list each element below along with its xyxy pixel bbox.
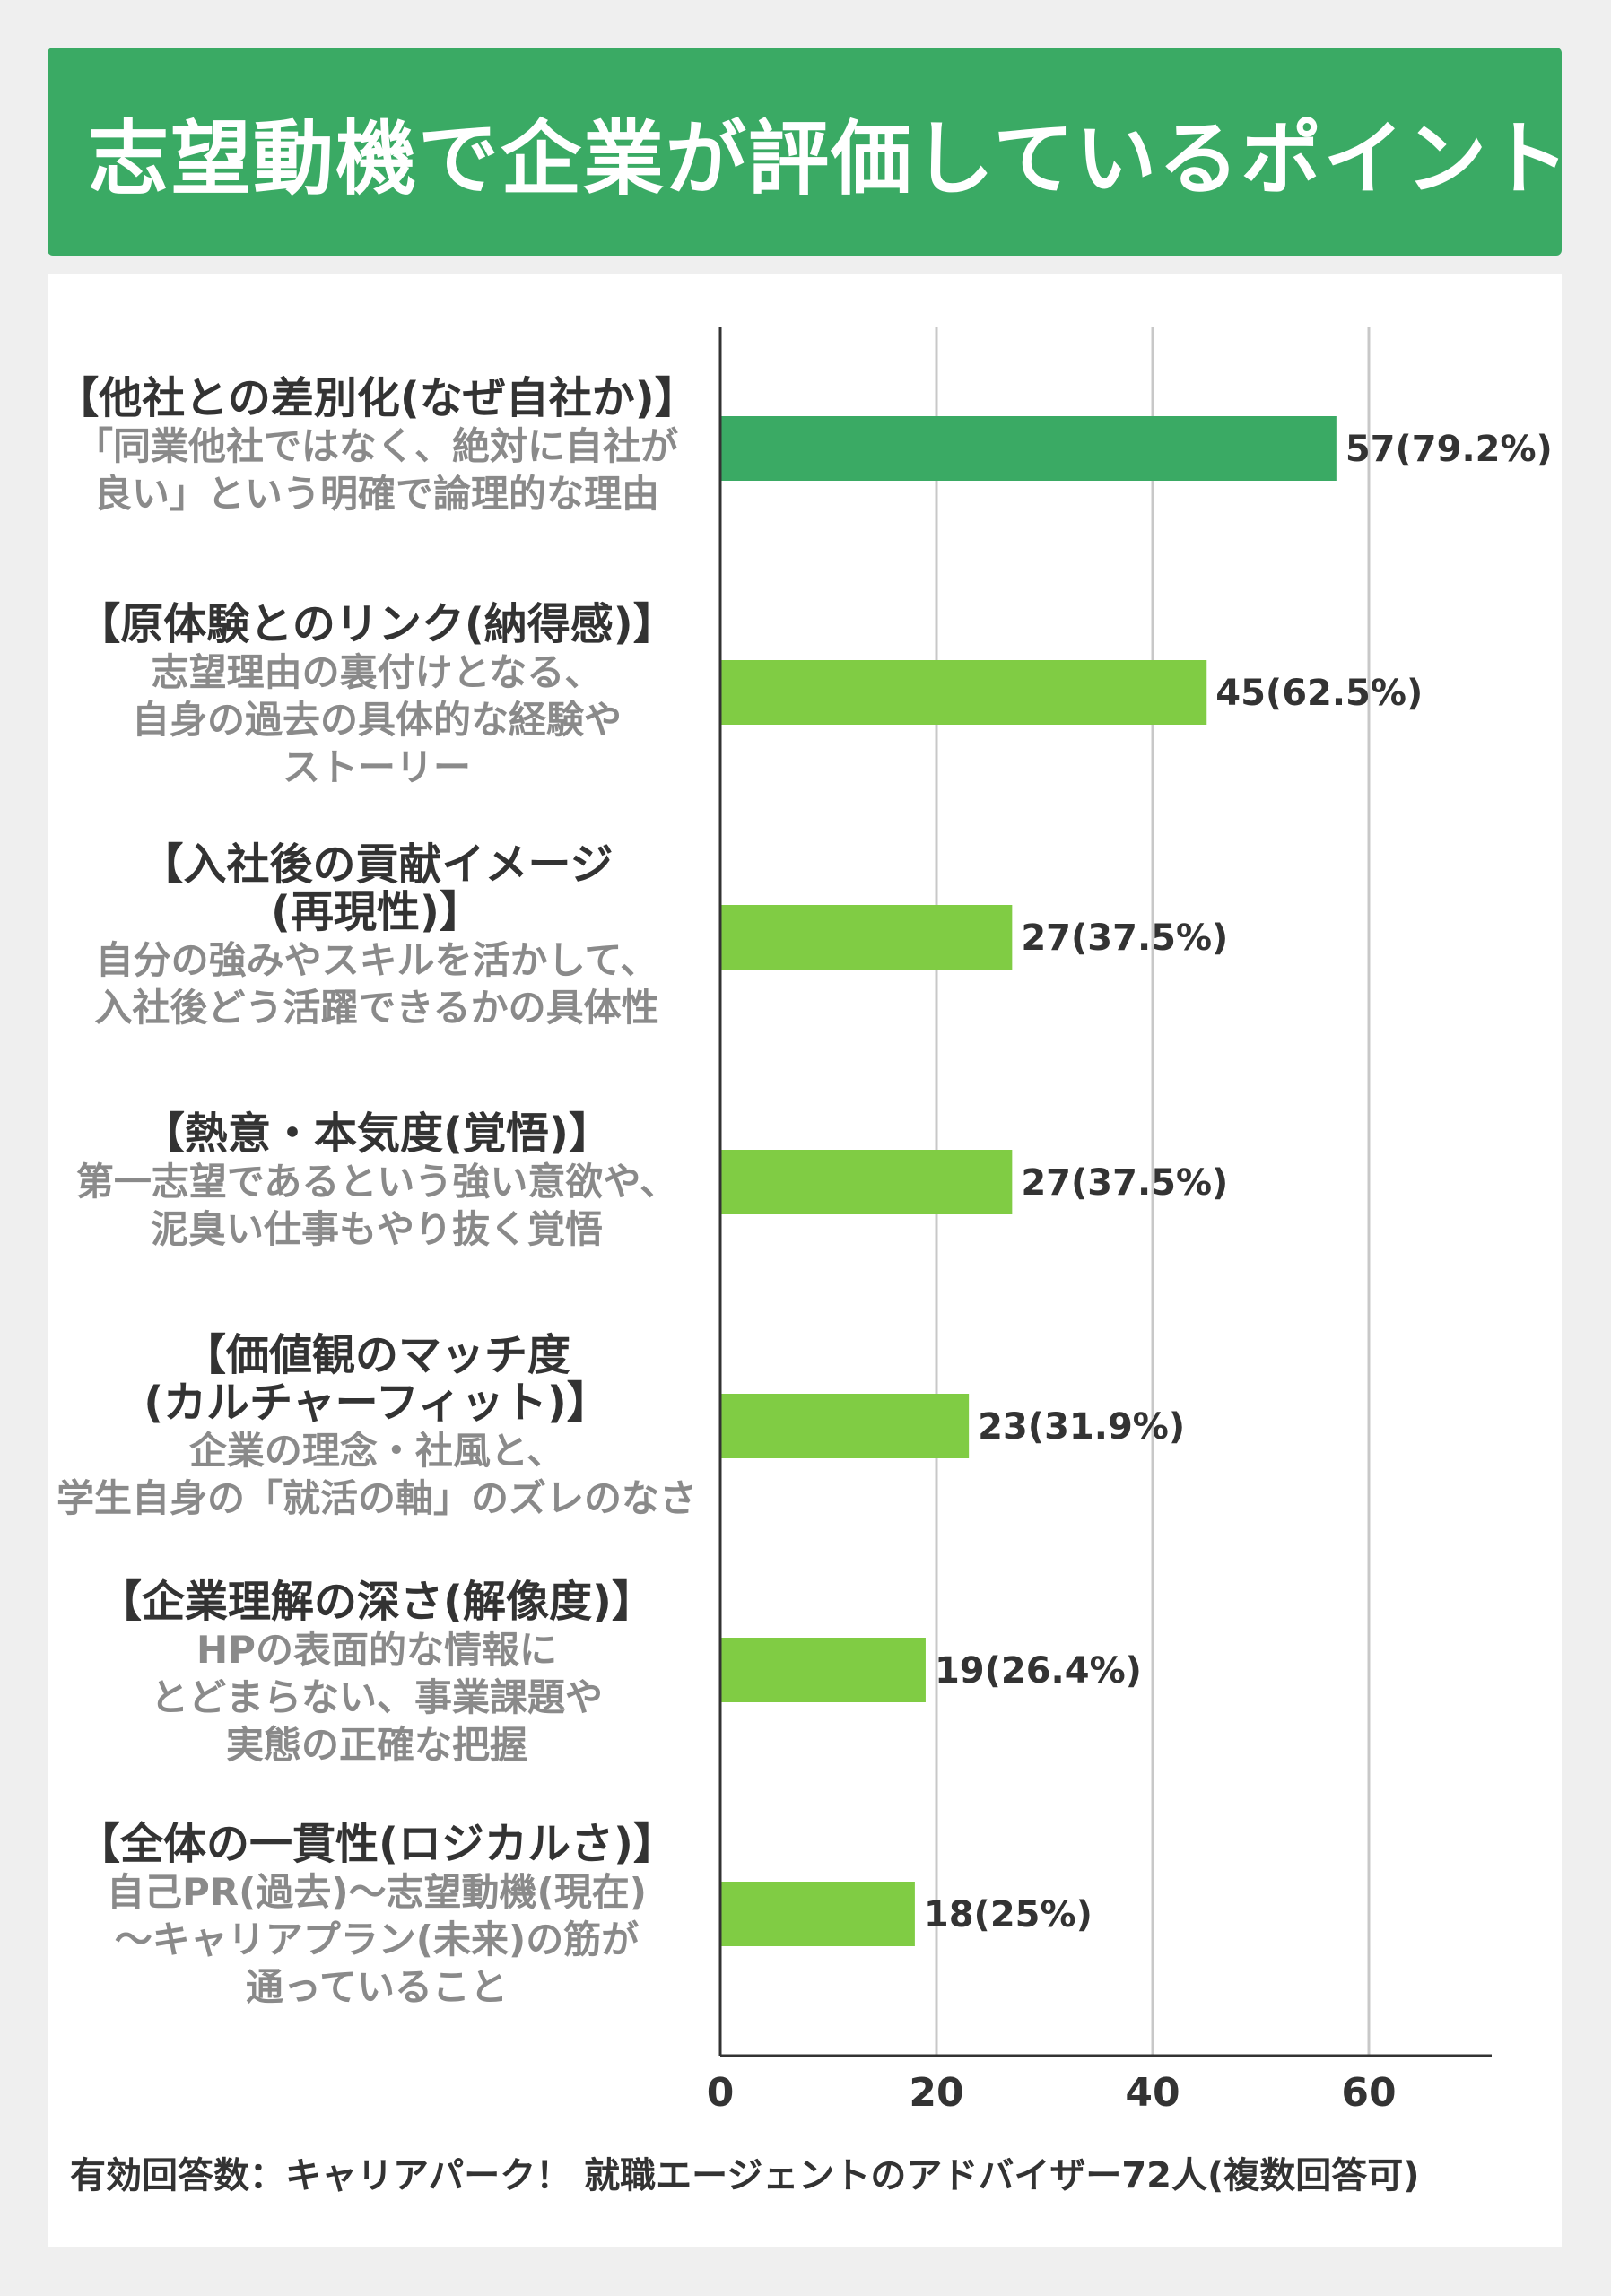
category-title: 【原体験とのリンク(納得感)】 [77,599,676,649]
bar-value-label: 45(62.5%) [1215,673,1423,714]
category-label: 【全体の一貫性(ロジカルさ)】 自己PR(過去)～志望動機(現在) ～キャリアプラ… [54,1821,700,2011]
x-tick-label: 0 [707,2070,735,2116]
bar [720,1882,915,1946]
category-title: 【企業理解の深さ(解像度)】 [99,1577,655,1627]
category-description: HPの表面的な情報に とどまらない、事業課題や 実態の正確な把握 [150,1628,603,1767]
category-title: 【価値観のマッチ度 [182,1330,570,1380]
category-description: 第一志望であるという強い意欲や、 泥臭い仕事もやり抜く覚悟 [75,1160,678,1251]
bar [720,416,1337,481]
bar-value-label: 57(79.2%) [1345,429,1553,470]
bar-value-label: 23(31.9%) [978,1406,1185,1448]
chart-title: 志望動機で企業が評価しているポイント [88,112,1572,206]
bar-value-label: 27(37.5%) [1021,1162,1228,1204]
category-description: 自己PR(過去)～志望動機(現在) ～キャリアプラン(未来)の筋が 通っているこ… [107,1870,647,2009]
category-title: (再現性)】 [271,887,483,937]
category-title: 【熱意・本気度(覚悟)】 [142,1109,612,1159]
category-title: 【全体の一貫性(ロジカルさ)】 [77,1819,676,1869]
category-title: 【他社との差別化(なぜ自社か)】 [56,373,698,423]
x-tick-label: 60 [1341,2070,1396,2116]
category-label: 【価値観のマッチ度 (カルチャーフィット)】 企業の理念・社風と、 学生自身の「就活… [54,1332,700,1522]
category-label: 【熱意・本気度(覚悟)】 第一志望であるという強い意欲や、 泥臭い仕事もやり抜く覚… [54,1110,700,1253]
category-description: 自分の強みやスキルを活かして、 入社後どう活躍できるかの具体性 [94,938,659,1030]
bar [720,1150,1013,1214]
bar-value-label: 27(37.5%) [1021,918,1228,959]
bar [720,1394,970,1458]
bar-value-label: 19(26.4%) [935,1650,1142,1692]
category-description: 企業の理念・社風と、 学生自身の「就活の軸」のズレのなさ [56,1429,697,1520]
x-tick-label: 40 [1125,2070,1180,2116]
bar [720,1638,926,1702]
category-label: 【原体験とのリンク(納得感)】 志望理由の裏付けとなる、 自身の過去の具体的な経験… [54,601,700,791]
chart-footnote: 有効回答数：キャリアパーク！ 就職エージェントのアドバイザー72人(複数回答可) [70,2155,1420,2196]
x-tick-label: 20 [909,2070,963,2116]
category-title: (カルチャーフィット)】 [144,1378,610,1428]
bar [720,660,1207,725]
category-description: 志望理由の裏付けとなる、 自身の過去の具体的な経験や ストーリー [131,650,622,789]
category-label: 【企業理解の深さ(解像度)】 HPの表面的な情報に とどまらない、事業課題や 実態… [54,1578,700,1769]
category-description: 「同業他社ではなく、絶対に自社が 良い」という明確で論理的な理由 [74,424,678,516]
category-label: 【入社後の貢献イメージ (再現性)】 自分の強みやスキルを活かして、 入社後どう活躍… [54,841,700,1031]
category-title: 【入社後の貢献イメージ [140,839,614,890]
category-label: 【他社との差別化(なぜ自社か)】 「同業他社ではなく、絶対に自社が 良い」という明… [54,375,700,517]
bar-value-label: 18(25%) [924,1894,1093,1935]
title-banner: 志望動機で企業が評価しているポイント [48,48,1569,256]
bar [720,905,1013,970]
